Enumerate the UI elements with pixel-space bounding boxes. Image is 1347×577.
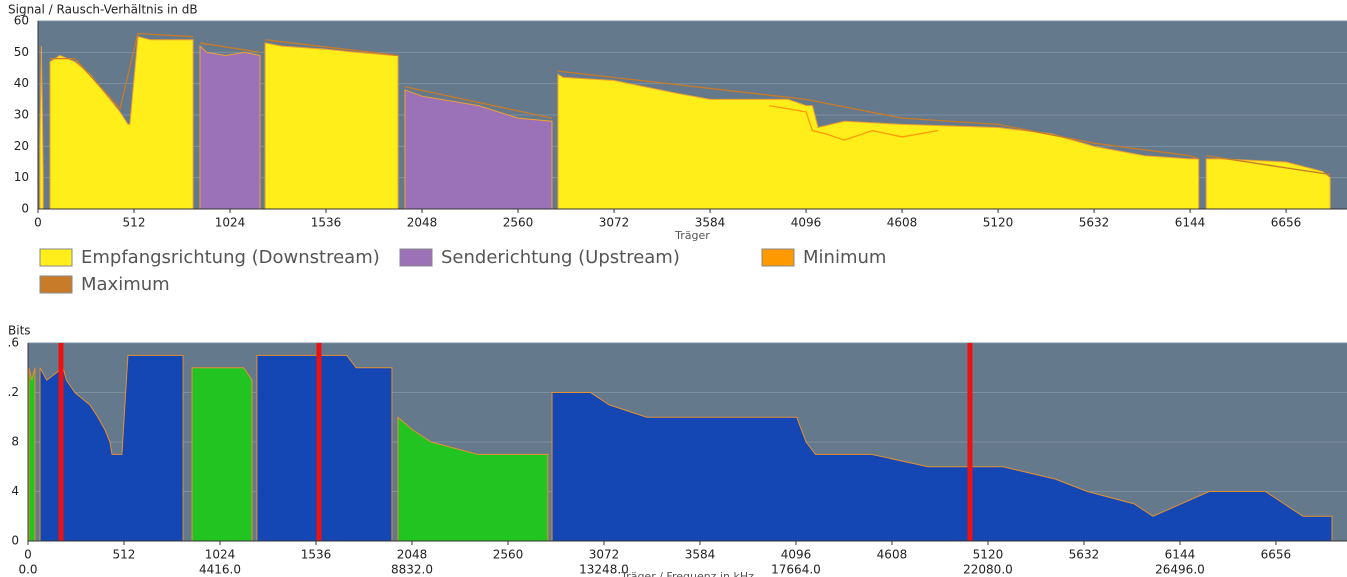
x-tick-label: 3584 (695, 216, 726, 230)
x-tick-label: 1536 (301, 548, 332, 562)
y-tick-label: 4 (11, 484, 19, 498)
x-tick-label: 4096 (781, 548, 812, 562)
x-tick-label: 4608 (887, 216, 918, 230)
series-area (39, 36, 1331, 210)
x-tick-label: 2048 (397, 548, 428, 562)
x-tick-label: 1024 (215, 216, 246, 230)
x-tick-label: 6144 (1175, 216, 1206, 230)
y-tick-label: 8 (11, 435, 19, 449)
x-tick-label: 5120 (983, 216, 1014, 230)
x-tick-label: 3072 (599, 216, 630, 230)
series-area (39, 354, 1333, 542)
y-tick-label: 60 (14, 14, 29, 28)
x-axis-label: Träger / Frequenz in kHz (620, 570, 754, 577)
y-tick-label: 40 (14, 76, 29, 90)
legend-label: Empfangsrichtung (Downstream) (81, 247, 380, 268)
y-tick-label: 0 (11, 534, 19, 548)
x-tick-label: 6656 (1271, 216, 1302, 230)
x-tick-label: 5120 (973, 548, 1004, 562)
x-tick-label: 3072 (589, 548, 620, 562)
legend-swatch (399, 248, 433, 267)
x-tick-label: 6656 (1261, 548, 1292, 562)
legend-label: Senderichtung (Upstream) (441, 247, 680, 268)
legend-swatch (39, 275, 73, 294)
x-tick-label: 1024 (205, 548, 236, 562)
y-tick-label: 30 (14, 108, 29, 122)
legend-swatch (39, 248, 73, 267)
x-tick-label: 0 (24, 548, 32, 562)
x-tick-label: 2048 (407, 216, 438, 230)
x-tick-label: 512 (113, 548, 136, 562)
y-tick-label: 50 (14, 45, 29, 59)
legend-swatch (761, 248, 795, 267)
x-tick-label: 512 (123, 216, 146, 230)
x2-tick-label: 8832.0 (391, 563, 433, 577)
x-tick-label: 4096 (791, 216, 822, 230)
series-line (769, 104, 939, 141)
x-tick-label: 2560 (503, 216, 534, 230)
x2-tick-label: 17664.0 (771, 563, 821, 577)
x2-tick-label: 13248.0 (579, 563, 629, 577)
x-tick-label: 2560 (493, 548, 524, 562)
chart-title: Bits (8, 324, 31, 338)
x-tick-label: 5632 (1079, 216, 1110, 230)
x-axis-label: Träger (674, 229, 710, 242)
x-tick-label: 0 (34, 216, 42, 230)
series-area (199, 44, 553, 210)
y-tick-label: 10 (14, 170, 29, 184)
legend-label: Minimum (803, 247, 886, 268)
x2-tick-label: 22080.0 (963, 563, 1013, 577)
x-tick-label: 4608 (877, 548, 908, 562)
x2-tick-label: 0.0 (18, 563, 37, 577)
legend-label: Maximum (81, 274, 170, 295)
x2-tick-label: 26496.0 (1155, 563, 1205, 577)
y-tick-label: .6 (8, 336, 19, 350)
x-tick-label: 3584 (685, 548, 716, 562)
x-tick-label: 6144 (1165, 548, 1196, 562)
series-line (50, 32, 1331, 176)
y-tick-label: .2 (8, 385, 19, 399)
chart-title: Signal / Rausch-Verhältnis in dB (8, 3, 198, 17)
y-tick-label: 20 (14, 139, 29, 153)
y-tick-label: 0 (21, 202, 29, 216)
x-tick-label: 1536 (311, 216, 342, 230)
x-tick-label: 5632 (1069, 548, 1100, 562)
x2-tick-label: 4416.0 (199, 563, 241, 577)
